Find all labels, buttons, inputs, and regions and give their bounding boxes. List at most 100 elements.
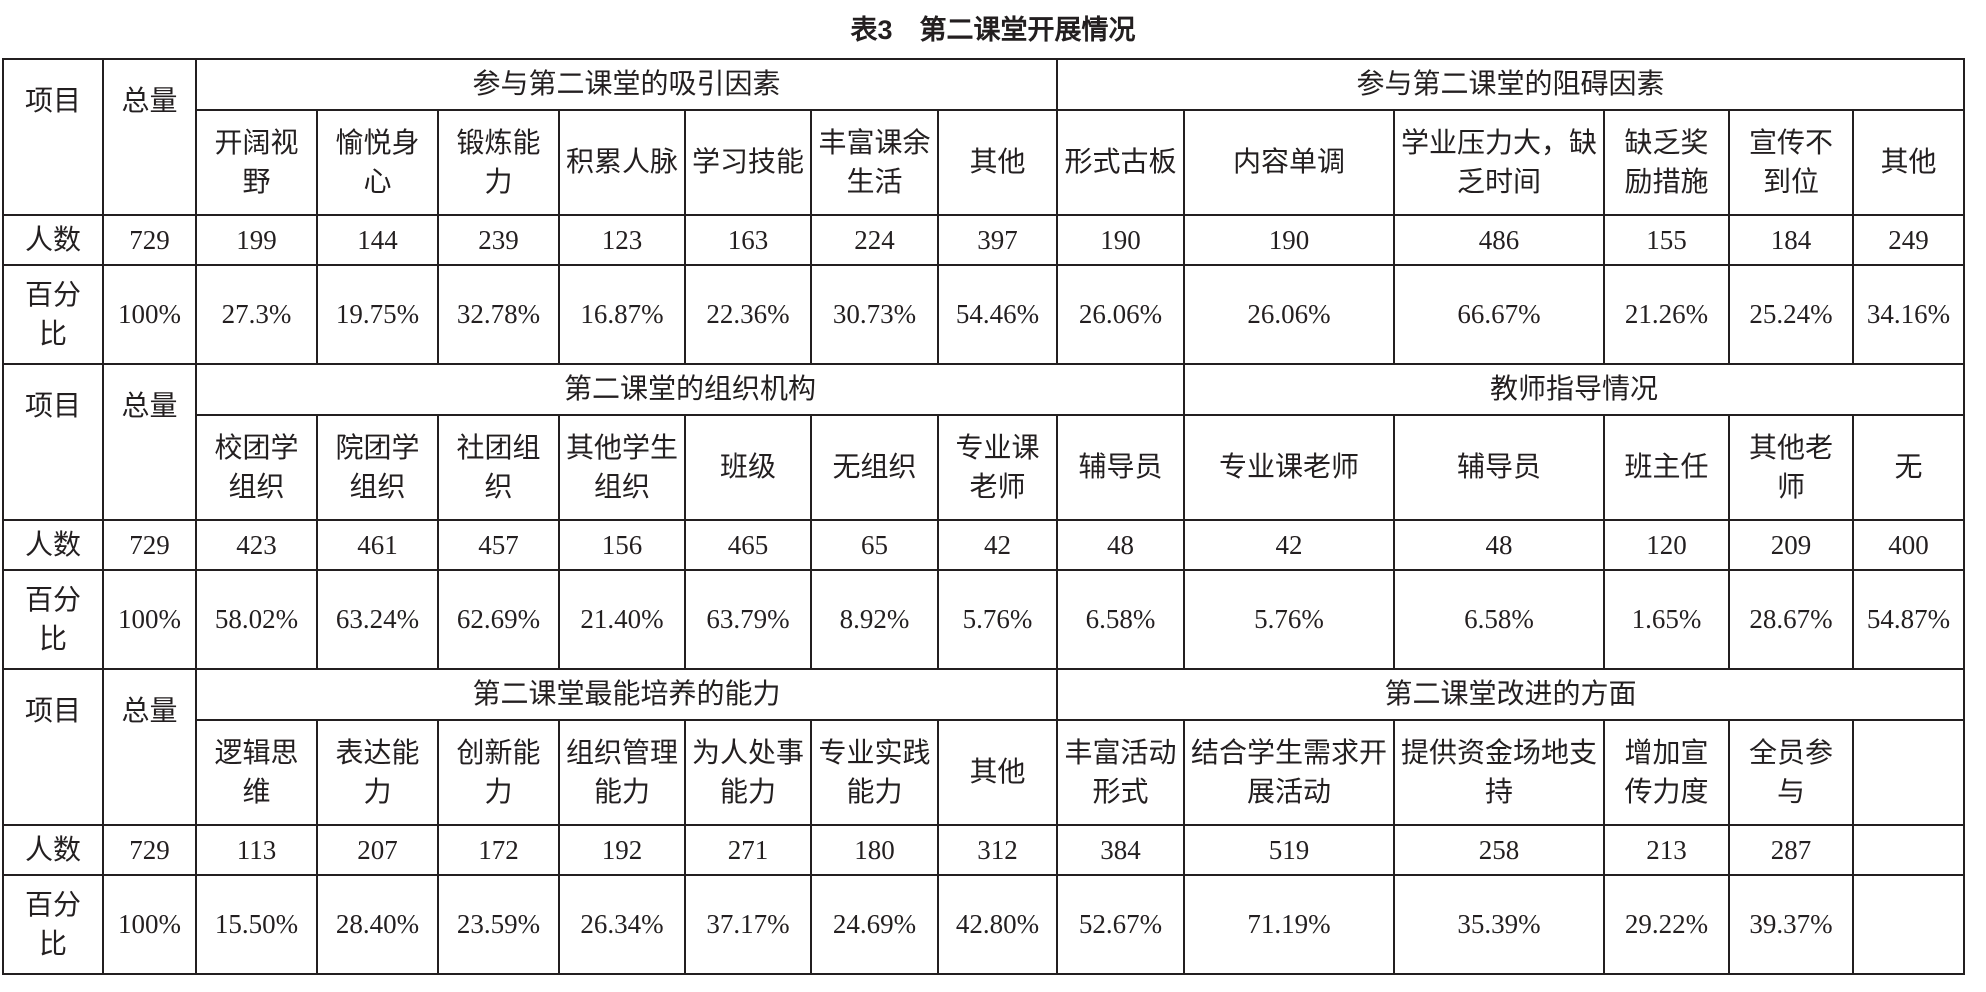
- count-cell: 224: [810, 214, 939, 266]
- column-header: 全员参与: [1728, 719, 1854, 826]
- count-cell: 239: [437, 214, 560, 266]
- percent-row: 百分比 100% 27.3% 19.75% 32.78% 16.87% 22.36% 30.7…: [2, 264, 1965, 365]
- row-head-cell: 项目: [2, 668, 104, 826]
- count-cell: 199: [195, 214, 318, 266]
- count-label: 人数: [2, 214, 104, 266]
- column-header: 丰富课余生活: [810, 109, 939, 216]
- column-header: 社团组织: [437, 414, 560, 521]
- column-header: 院团学组织: [316, 414, 439, 521]
- column-header: 辅导员: [1393, 414, 1605, 521]
- percent-cell: [1852, 874, 1965, 975]
- left-group-header: 第二课堂最能培养的能力: [195, 668, 1058, 721]
- column-header: 提供资金场地支持: [1393, 719, 1605, 826]
- count-cell: 519: [1183, 824, 1395, 876]
- percent-cell: 6.58%: [1056, 569, 1185, 670]
- percent-cell: 58.02%: [195, 569, 318, 670]
- column-header: 愉悦身心: [316, 109, 439, 216]
- percent-cell: 29.22%: [1603, 874, 1730, 975]
- column-header: [1852, 719, 1965, 826]
- count-cell: 397: [937, 214, 1058, 266]
- column-header: 宣传不到位: [1728, 109, 1854, 216]
- percent-label: 百分比: [2, 264, 104, 365]
- percent-cell: 52.67%: [1056, 874, 1185, 975]
- count-cell: 258: [1393, 824, 1605, 876]
- percent-cell: 25.24%: [1728, 264, 1854, 365]
- count-cell: 400: [1852, 519, 1965, 571]
- column-header: 创新能力: [437, 719, 560, 826]
- column-header: 其他: [1852, 109, 1965, 216]
- count-cell: 155: [1603, 214, 1730, 266]
- column-header: 表达能力: [316, 719, 439, 826]
- percent-cell: 21.26%: [1603, 264, 1730, 365]
- column-header: 形式古板: [1056, 109, 1185, 216]
- count-label: 人数: [2, 824, 104, 876]
- count-cell: 461: [316, 519, 439, 571]
- count-cell: 486: [1393, 214, 1605, 266]
- percent-cell: 26.06%: [1056, 264, 1185, 365]
- count-cell: 113: [195, 824, 318, 876]
- count-cell: 190: [1056, 214, 1185, 266]
- percent-cell: 34.16%: [1852, 264, 1965, 365]
- count-cell: 48: [1056, 519, 1185, 571]
- column-header: 学业压力大，缺乏时间: [1393, 109, 1605, 216]
- count-cell: 384: [1056, 824, 1185, 876]
- column-header: 班主任: [1603, 414, 1730, 521]
- percent-cell: 28.67%: [1728, 569, 1854, 670]
- percent-cell: 24.69%: [810, 874, 939, 975]
- column-header-row: 逻辑思维 表达能力 创新能力 组织管理能力 为人处事能力 专业实践能力 其他 丰富活动形式 结合…: [3, 719, 1965, 826]
- total-percent: 100%: [102, 569, 197, 670]
- column-header: 锻炼能力: [437, 109, 560, 216]
- column-header: 无: [1852, 414, 1965, 521]
- column-header: 专业课老师: [937, 414, 1058, 521]
- count-cell: 42: [1183, 519, 1395, 571]
- percent-cell: 26.34%: [558, 874, 686, 975]
- column-header: 专业实践能力: [810, 719, 939, 826]
- total-head-cell: 总量: [102, 363, 197, 521]
- group-header-row: 项目 总量 参与第二课堂的吸引因素 参与第二课堂的阻碍因素: [2, 58, 1965, 216]
- percent-cell: 8.92%: [810, 569, 939, 670]
- percent-cell: 37.17%: [684, 874, 812, 975]
- column-header: 学习技能: [684, 109, 812, 216]
- count-cell: 207: [316, 824, 439, 876]
- total-count: 729: [102, 824, 197, 876]
- percent-cell: 32.78%: [437, 264, 560, 365]
- column-header: 班级: [684, 414, 812, 521]
- count-cell: 156: [558, 519, 686, 571]
- percent-cell: 42.80%: [937, 874, 1058, 975]
- percent-cell: 19.75%: [316, 264, 439, 365]
- data-table: 项目 总量 参与第二课堂的吸引因素 参与第二课堂的阻碍因素 开阔视野 愉悦身心 锻炼能力 积累…: [2, 58, 1965, 975]
- percent-cell: 15.50%: [195, 874, 318, 975]
- total-head-cell: 总量: [102, 668, 197, 826]
- count-label: 人数: [2, 519, 104, 571]
- column-header: 逻辑思维: [195, 719, 318, 826]
- column-header: 其他: [937, 719, 1058, 826]
- left-group-header: 参与第二课堂的吸引因素: [195, 58, 1058, 111]
- column-header: 增加宣传力度: [1603, 719, 1730, 826]
- count-cell: 249: [1852, 214, 1965, 266]
- column-header: 开阔视野: [195, 109, 318, 216]
- table-title: 表3 第二课堂开展情况: [850, 15, 1136, 45]
- count-cell: 271: [684, 824, 812, 876]
- column-header: 组织管理能力: [558, 719, 686, 826]
- count-cell: 184: [1728, 214, 1854, 266]
- count-cell: 42: [937, 519, 1058, 571]
- count-cell: 172: [437, 824, 560, 876]
- right-group-header: 参与第二课堂的阻碍因素: [1056, 58, 1965, 111]
- percent-cell: 5.76%: [1183, 569, 1395, 670]
- left-group-header: 第二课堂的组织机构: [195, 363, 1185, 416]
- percent-cell: 62.69%: [437, 569, 560, 670]
- percent-cell: 54.87%: [1852, 569, 1965, 670]
- percent-row: 百分比 100% 58.02% 63.24% 62.69% 21.40% 63.79% 8.9…: [2, 569, 1965, 670]
- count-cell: 163: [684, 214, 812, 266]
- percent-cell: 54.46%: [937, 264, 1058, 365]
- group-header-row: 项目 总量 第二课堂最能培养的能力 第二课堂改进的方面: [2, 668, 1965, 826]
- count-cell: 457: [437, 519, 560, 571]
- row-head-cell: 项目: [2, 58, 104, 216]
- count-cell: 120: [1603, 519, 1730, 571]
- total-percent: 100%: [102, 874, 197, 975]
- column-header: 结合学生需求开展活动: [1183, 719, 1395, 826]
- percent-cell: 28.40%: [316, 874, 439, 975]
- count-row: 人数 729 199 144 239 123 163 224 397 190 190 486 155 18…: [2, 214, 1965, 266]
- count-cell: 287: [1728, 824, 1854, 876]
- column-header: 积累人脉: [558, 109, 686, 216]
